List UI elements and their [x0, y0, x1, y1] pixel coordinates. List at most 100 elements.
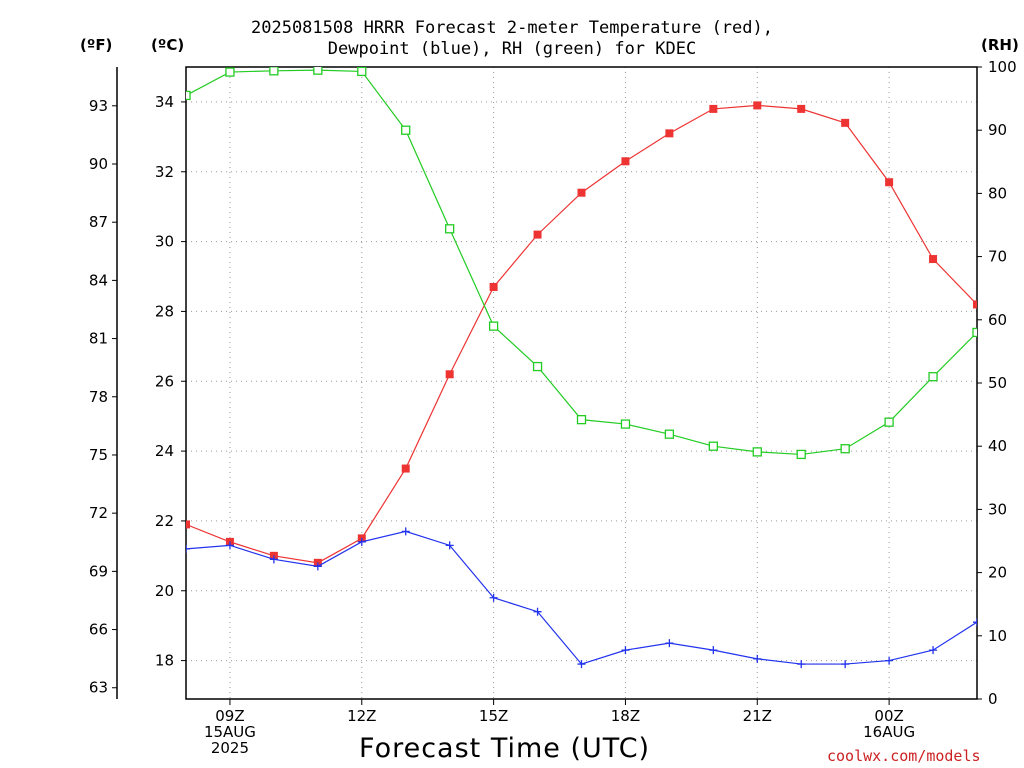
temperature-point — [973, 300, 977, 309]
x-tick-label: 00Z — [874, 707, 903, 725]
rh-point — [313, 67, 323, 75]
celsius-tick-label: 24 — [155, 442, 174, 460]
celsius-axis-unit: (ºC) — [151, 36, 185, 54]
x-axis-label: Forecast Time (UTC) — [359, 733, 651, 764]
dewpoint-point — [665, 639, 674, 648]
rh-tick-label: 60 — [988, 311, 1007, 329]
fahrenheit-tick-label: 93 — [89, 97, 108, 115]
temperature-point — [753, 101, 762, 110]
fahrenheit-tick-label: 81 — [89, 330, 108, 348]
series-red — [186, 101, 977, 567]
rh-point — [401, 125, 411, 135]
rh-axis-unit: (RH) — [981, 36, 1019, 54]
temperature-point — [577, 188, 586, 197]
rh-point — [972, 327, 977, 338]
rh-point — [664, 429, 675, 439]
dewpoint-point — [841, 660, 850, 669]
series-green — [186, 67, 977, 460]
celsius-tick-label: 34 — [155, 93, 174, 111]
series-line-green — [186, 69, 977, 456]
rh-tick-label: 90 — [988, 121, 1007, 139]
dewpoint-point — [929, 646, 938, 655]
temperature-point — [929, 255, 938, 264]
fahrenheit-tick-label: 66 — [89, 621, 108, 639]
x-tick-label: 12Z — [347, 707, 376, 725]
rh-tick-label: 10 — [988, 627, 1007, 645]
plot-frame — [185, 66, 978, 700]
fahrenheit-tick-label: 84 — [89, 271, 108, 289]
fahrenheit-axis-unit: (ºF) — [80, 36, 113, 54]
rh-tick-label: 40 — [988, 437, 1007, 455]
x-tick-label: 15Z — [479, 707, 508, 725]
x-tick-label: 15AUG — [204, 723, 256, 741]
celsius-tick-label: 28 — [155, 302, 174, 320]
rh-point — [269, 67, 279, 76]
dewpoint-point — [357, 537, 366, 546]
fahrenheit-tick-label: 69 — [89, 562, 108, 580]
fahrenheit-tick-label: 75 — [89, 446, 108, 464]
dewpoint-point — [225, 541, 234, 550]
dewpoint-point — [489, 593, 498, 602]
rh-point — [576, 415, 587, 425]
rh-tick-label: 80 — [988, 184, 1007, 202]
celsius-tick-label: 18 — [155, 652, 174, 670]
fahrenheit-tick-label: 90 — [89, 155, 108, 173]
dewpoint-point — [753, 654, 762, 663]
x-tick-label: 21Z — [743, 707, 772, 725]
chart-title-line1: 2025081508 HRRR Forecast 2-meter Tempera… — [251, 18, 773, 38]
series-line-blue — [186, 530, 977, 665]
dewpoint-point — [885, 656, 894, 665]
series-blue — [186, 527, 977, 669]
series-line-red — [186, 104, 977, 564]
rh-point — [840, 444, 850, 454]
rh-point — [884, 417, 894, 427]
temperature-point — [401, 464, 410, 473]
temperature-point — [841, 118, 850, 127]
dewpoint-point — [445, 541, 454, 550]
fahrenheit-tick-label: 78 — [89, 388, 108, 406]
temperature-point — [186, 520, 190, 529]
fahrenheit-tick-label: 63 — [89, 679, 108, 697]
rh-point — [357, 67, 367, 77]
rh-tick-label: 30 — [988, 500, 1007, 518]
rh-tick-label: 100 — [988, 58, 1017, 76]
temperature-point — [489, 282, 498, 291]
rh-point — [488, 321, 499, 331]
dewpoint-point — [709, 646, 718, 655]
dewpoint-point — [621, 646, 630, 655]
rh-tick-label: 50 — [988, 374, 1007, 392]
temperature-point — [445, 370, 454, 379]
rh-point — [620, 419, 631, 429]
dewpoint-point — [577, 660, 586, 669]
celsius-tick-label: 32 — [155, 163, 174, 181]
chart-title-line2: Dewpoint (blue), RH (green) for KDEC — [327, 39, 697, 59]
temperature-point — [709, 104, 718, 113]
dewpoint-point — [973, 618, 977, 627]
credit-text: coolwx.com/models — [827, 747, 981, 765]
rh-tick-label: 70 — [988, 248, 1007, 266]
celsius-tick-label: 30 — [155, 233, 174, 251]
dewpoint-point — [797, 660, 806, 669]
dewpoint-point — [186, 544, 190, 553]
dewpoint-point — [533, 607, 542, 616]
dewpoint-point — [269, 555, 278, 564]
x-tick-label: 18Z — [611, 707, 640, 725]
fahrenheit-tick-label: 87 — [89, 213, 108, 231]
rh-point — [532, 361, 543, 372]
temperature-point — [797, 104, 806, 113]
rh-point — [225, 67, 235, 77]
celsius-tick-label: 22 — [155, 512, 174, 530]
temperature-point — [621, 157, 630, 166]
rh-tick-label: 20 — [988, 564, 1007, 582]
dewpoint-point — [313, 562, 322, 571]
temperature-point — [885, 178, 894, 187]
rh-point — [752, 447, 762, 457]
x-tick-label: 16AUG — [863, 723, 915, 741]
dewpoint-point — [401, 527, 410, 536]
rh-point — [186, 90, 191, 101]
rh-point — [708, 441, 718, 451]
temperature-point — [533, 230, 542, 239]
celsius-tick-label: 20 — [155, 582, 174, 600]
rh-tick-label: 0 — [988, 690, 998, 708]
